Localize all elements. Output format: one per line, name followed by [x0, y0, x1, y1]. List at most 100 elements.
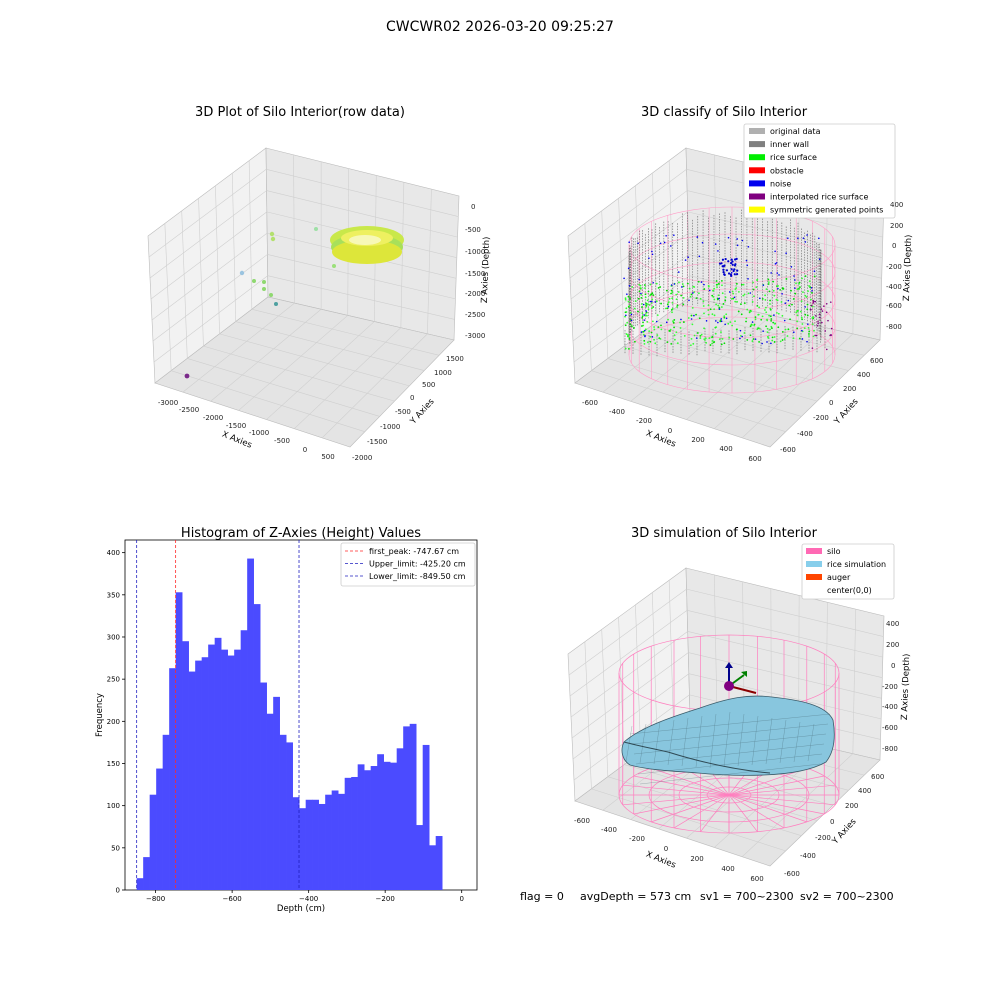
flag-text: flag = 0: [520, 890, 564, 903]
histogram-bar: [305, 799, 313, 890]
legend-label: auger: [827, 573, 851, 582]
histogram-bar: [227, 655, 235, 890]
p1-point: [262, 287, 266, 291]
histogram-bar: [247, 558, 254, 890]
p1-ytick: 0: [410, 394, 414, 402]
p2-title: 3D classify of Silo Interior: [641, 105, 808, 120]
p1-xtick: -1000: [249, 429, 269, 437]
p1-point: [262, 280, 266, 284]
p4-ytick: 400: [858, 787, 871, 795]
histogram-bar: [364, 770, 371, 890]
p1-xtick: 0: [303, 446, 307, 454]
p3-x-ticks: −800 −600 −400 −200 0: [146, 890, 464, 903]
p1-ytick: -500: [395, 408, 411, 416]
histogram-bar: [175, 592, 183, 890]
legend-swatch: [749, 141, 765, 148]
histogram-bar: [208, 644, 215, 890]
p1-xtick: -2000: [203, 414, 223, 422]
p2-ytick: 600: [870, 357, 883, 365]
histogram-bar: [331, 790, 339, 890]
legend-label: Lower_limit: -849.50 cm: [369, 572, 466, 581]
p1-ytick: 500: [422, 381, 435, 389]
x-tick-label: −600: [223, 895, 242, 903]
p1-point: [269, 293, 273, 297]
p4-auger: [724, 662, 757, 694]
p4-silo-wireframe: [618, 634, 840, 834]
p3-ylabel: Frequency: [95, 693, 105, 737]
legend-label: rice simulation: [827, 560, 886, 569]
y-tick-label: 150: [107, 760, 120, 768]
histogram-bar: [260, 682, 267, 890]
p1-point: [252, 279, 256, 283]
histogram-bar: [214, 637, 222, 890]
y-tick-label: 350: [107, 591, 120, 599]
histogram-bar: [221, 649, 228, 890]
p1-point: [274, 302, 278, 306]
p1-point: [332, 264, 336, 268]
p3-y-ticks: 0 50 100 150 200 250 300 350 400: [107, 549, 125, 895]
p1-ztick: 0: [471, 203, 475, 211]
histogram-bar: [435, 836, 443, 890]
p4-ytick: 200: [845, 802, 858, 810]
p2-xlabel: X Axies: [644, 429, 677, 450]
p4-xtick: 0: [664, 845, 668, 853]
histogram-bar: [370, 766, 378, 890]
histogram-bar: [182, 641, 189, 890]
p1-ytick: -2000: [352, 454, 372, 462]
histogram-bar: [188, 671, 196, 890]
histogram-bar: [409, 723, 417, 890]
p1-ztick: -500: [465, 226, 481, 234]
legend-swatch: [806, 561, 822, 567]
histogram-bar: [357, 764, 365, 890]
figure-title: CWCWR02 2026-03-20 09:25:27: [386, 19, 614, 35]
histogram-bar: [416, 825, 423, 890]
p2-ztick: -200: [886, 263, 902, 271]
p1-ytick: -1000: [380, 423, 400, 431]
p2-ytick: -400: [797, 430, 813, 438]
histogram-bar: [351, 776, 358, 890]
p2-xtick: 0: [668, 427, 672, 435]
histogram-bar: [312, 799, 319, 890]
legend-swatch: [806, 587, 822, 593]
p4-title: 3D simulation of Silo Interior: [631, 526, 818, 541]
p4-ztick: 0: [891, 662, 895, 670]
histogram-bar: [344, 777, 352, 890]
p2-xtick: 200: [691, 436, 704, 444]
p4-ytick: 600: [871, 773, 884, 781]
p4-xtick: 200: [690, 855, 703, 863]
histogram-bar: [195, 660, 202, 890]
p1-xtick: -500: [274, 437, 290, 445]
x-tick-label: 0: [459, 895, 463, 903]
p1-xtick: -3000: [158, 399, 178, 407]
p1-title: 3D Plot of Silo Interior(row data): [195, 105, 405, 120]
legend-swatch: [749, 206, 765, 213]
p1-ztick: -1000: [465, 248, 485, 256]
legend-label: symmetric generated points: [770, 206, 883, 215]
footer-status: flag = 0 avgDepth = 573 cm sv1 = 700~230…: [520, 890, 894, 903]
legend-swatch: [749, 180, 765, 187]
legend-swatch: [806, 548, 822, 554]
histogram-bar: [383, 761, 391, 890]
p1-ytick: 1500: [446, 355, 464, 363]
legend-swatch: [749, 193, 765, 200]
histogram-bar: [429, 845, 436, 890]
histogram-bar: [162, 734, 170, 890]
p2-ztick: -600: [886, 302, 902, 310]
p1-data-points: [184, 226, 404, 379]
histogram-bar: [292, 797, 300, 890]
histogram-bar: [136, 878, 144, 890]
p4-ytick: -400: [800, 852, 816, 860]
avg-depth-text: avgDepth = 573 cm: [580, 890, 691, 903]
p1-floor-pane: [154, 296, 455, 448]
legend-label: interpolated rice surface: [770, 193, 868, 202]
p4-rice-simulation-surface: [621, 695, 835, 776]
p2-ztick: -800: [886, 323, 902, 331]
p1-xtick: -1500: [226, 422, 246, 430]
p1-ytick: 1000: [434, 369, 452, 377]
legend-swatch: [749, 128, 765, 134]
p2-ytick: -200: [813, 414, 829, 422]
p3-legend: first_peak: -747.67 cm Upper_limit: -425.…: [340, 542, 476, 587]
histogram-bar: [169, 668, 176, 890]
